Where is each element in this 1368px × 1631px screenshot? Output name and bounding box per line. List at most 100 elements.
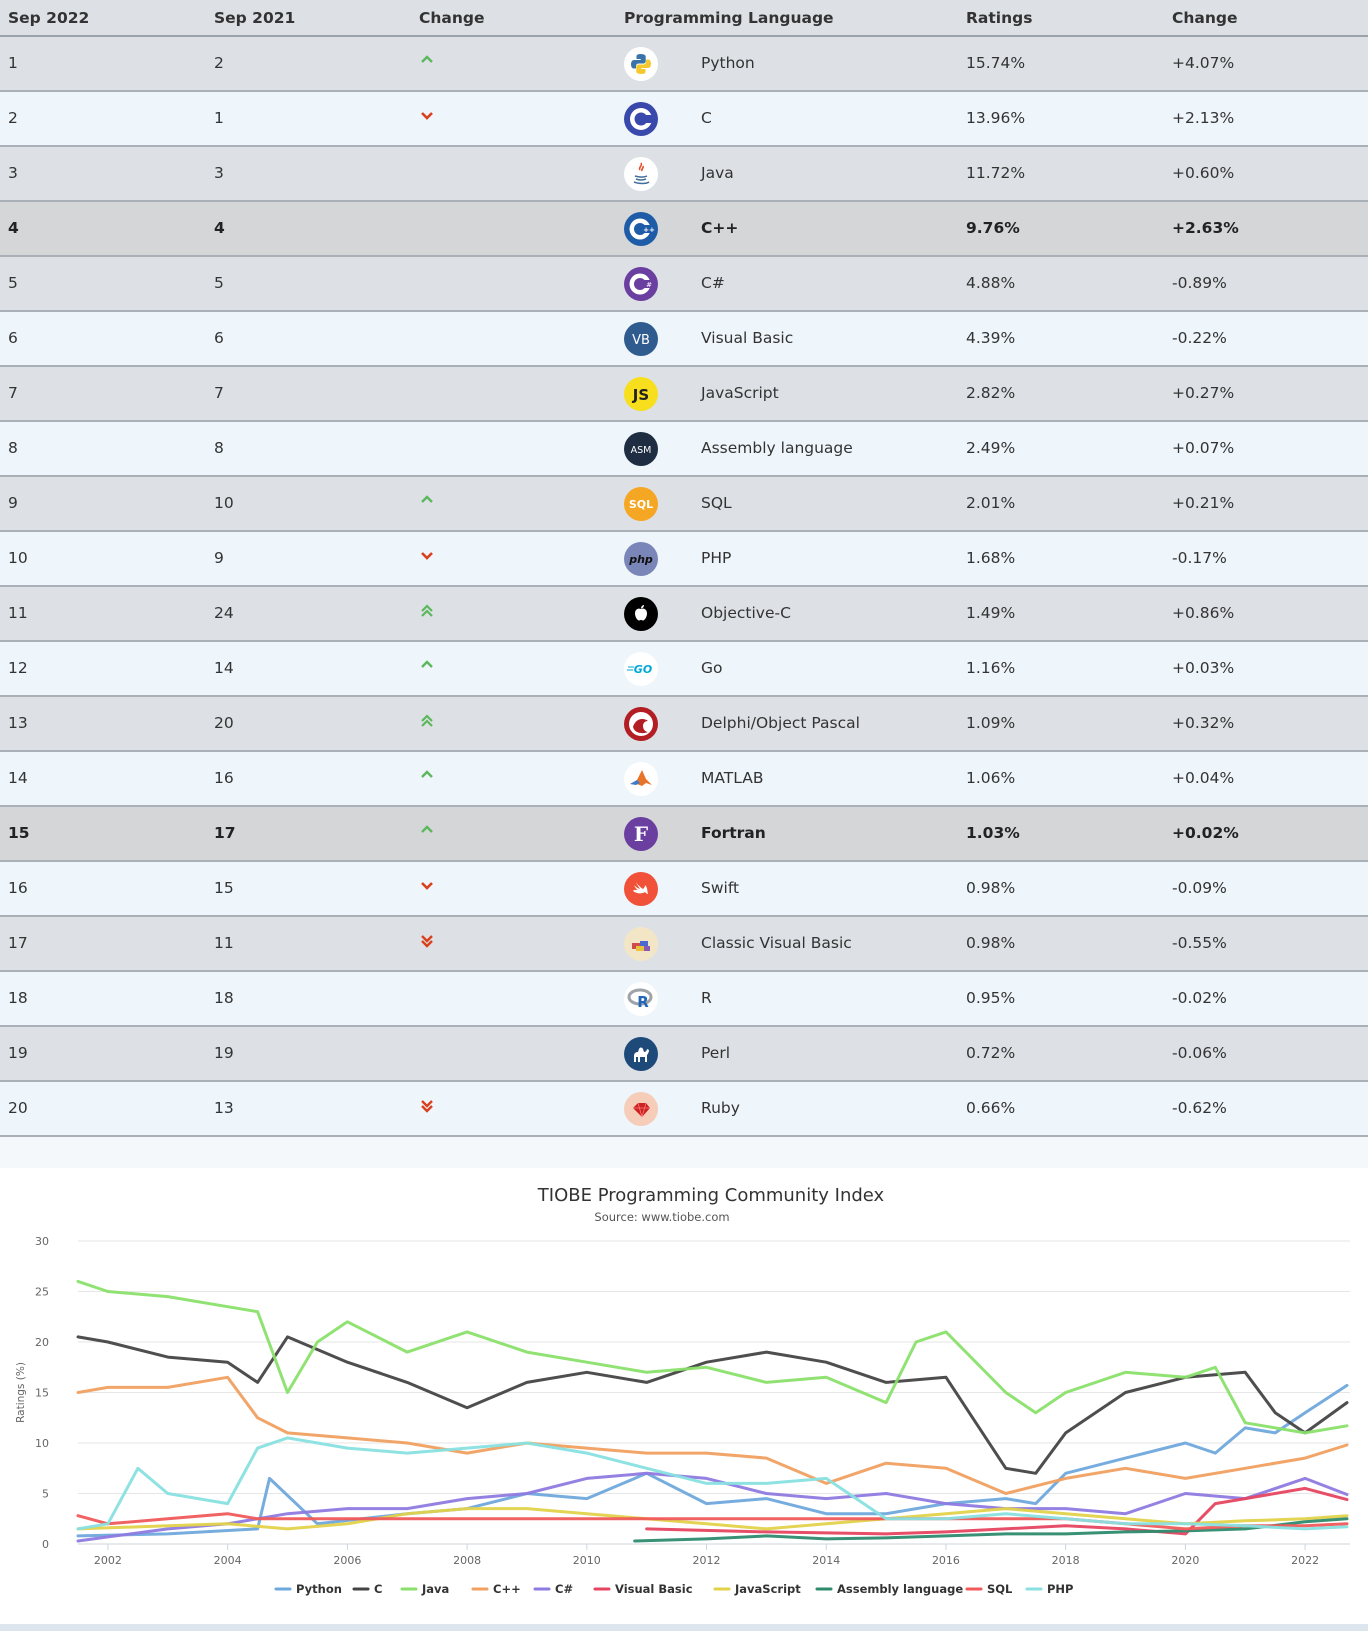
swift-logo-icon (624, 872, 658, 906)
rank-cell: 6 (8, 329, 18, 347)
matlab-logo-icon (624, 762, 658, 796)
bottom-bar (0, 1624, 1368, 1631)
language-name[interactable]: Fortran (701, 824, 766, 842)
series-line-assembly-language (633, 1517, 1349, 1543)
table-row: 9 10 SQL SQL 2.01% +0.21% (0, 477, 1368, 532)
language-name[interactable]: Perl (701, 1044, 731, 1062)
prev-rank-cell: 11 (214, 934, 234, 952)
table-row: 1 2 Python 15.74% +4.07% (0, 37, 1368, 92)
prev-rank-cell: 7 (214, 384, 224, 402)
prev-rank-cell: 17 (214, 824, 236, 842)
legend-item: PHP (1047, 1582, 1073, 1596)
table-row: 14 16 MATLAB 1.06% +0.04% (0, 752, 1368, 807)
prev-rank-cell: 15 (214, 879, 234, 897)
legend-item: Java (421, 1582, 449, 1596)
change-cell: +0.60% (1172, 164, 1235, 182)
ruby-logo-icon (624, 1092, 658, 1126)
language-name[interactable]: JavaScript (701, 384, 779, 402)
language-name[interactable]: Assembly language (701, 439, 853, 457)
x-tick-label: 2022 (1291, 1554, 1319, 1567)
ranking-table: Sep 2022 Sep 2021 Change Programming Lan… (0, 0, 1368, 1137)
change-cell: -0.02% (1172, 989, 1227, 1007)
legend-item: C# (555, 1582, 573, 1596)
rank-cell: 19 (8, 1044, 28, 1062)
table-row: 18 18 R R 0.95% -0.02% (0, 972, 1368, 1027)
change-cell: +2.13% (1172, 109, 1235, 127)
chart-title: TIOBE Programming Community Index (537, 1185, 885, 1206)
header-ratings: Ratings (966, 9, 1033, 27)
svg-text:php: php (628, 553, 653, 566)
rank-cell: 4 (8, 219, 19, 237)
table-row: 10 9 php PHP 1.68% -0.17% (0, 532, 1368, 587)
rank-cell: 17 (8, 934, 28, 952)
perl-logo-icon (624, 1037, 658, 1071)
language-name[interactable]: PHP (701, 549, 732, 567)
language-name[interactable]: Delphi/Object Pascal (701, 714, 860, 732)
language-name[interactable]: Visual Basic (701, 329, 794, 347)
language-name[interactable]: Java (701, 164, 734, 182)
rank-cell: 1 (8, 54, 18, 72)
change-cell: +0.21% (1172, 494, 1235, 512)
rank-cell: 14 (8, 769, 28, 787)
change-cell: -0.62% (1172, 1099, 1227, 1117)
language-name[interactable]: C++ (701, 219, 739, 237)
change-cell: -0.17% (1172, 549, 1227, 567)
x-tick-label: 2018 (1052, 1554, 1080, 1567)
trend-up-icon (419, 823, 435, 841)
header-sep-2022: Sep 2022 (8, 9, 90, 27)
x-tick-label: 2008 (453, 1554, 481, 1567)
change-cell: +0.03% (1172, 659, 1235, 677)
language-name[interactable]: C (701, 109, 712, 127)
table-row: 15 17 F Fortran 1.03% +0.02% (0, 807, 1368, 862)
series-line-php (76, 1436, 1349, 1531)
y-axis-label: Ratings (%) (15, 1362, 27, 1423)
rating-cell: 4.39% (966, 329, 1016, 347)
language-name[interactable]: Python (701, 54, 755, 72)
rating-cell: 1.03% (966, 824, 1020, 842)
svg-text:SQL: SQL (629, 498, 653, 511)
language-name[interactable]: Swift (701, 879, 740, 897)
legend-item: JavaScript (734, 1582, 801, 1596)
sql-logo-icon: SQL (624, 487, 658, 521)
rating-cell: 2.01% (966, 494, 1016, 512)
trend-down-icon (419, 548, 435, 566)
x-tick-label: 2020 (1171, 1554, 1199, 1567)
prev-rank-cell: 6 (214, 329, 224, 347)
change-cell: +0.07% (1172, 439, 1235, 457)
change-cell: +0.32% (1172, 714, 1235, 732)
table-row: 20 13 Ruby 0.66% -0.62% (0, 1082, 1368, 1137)
language-name[interactable]: SQL (701, 494, 732, 512)
change-cell: -0.22% (1172, 329, 1227, 347)
y-tick-label: 30 (35, 1235, 49, 1248)
apple-logo-icon (624, 597, 658, 631)
header-language: Programming Language (624, 9, 834, 27)
language-name[interactable]: MATLAB (701, 769, 764, 787)
language-name[interactable]: Ruby (701, 1099, 740, 1117)
language-name[interactable]: Go (701, 659, 723, 677)
language-name[interactable]: Classic Visual Basic (701, 934, 852, 952)
php-logo-icon: php (624, 542, 658, 576)
classic-vb-logo-icon (624, 927, 658, 961)
svg-text:++: ++ (643, 226, 655, 234)
trend-down2-icon (419, 1098, 435, 1118)
prev-rank-cell: 4 (214, 219, 225, 237)
python-logo-icon (624, 47, 658, 81)
language-name[interactable]: C# (701, 274, 725, 292)
language-name[interactable]: R (701, 989, 712, 1007)
language-name[interactable]: Objective-C (701, 604, 791, 622)
svg-text:GO: GO (634, 663, 652, 676)
vb-logo-icon: VB (624, 322, 658, 356)
rating-cell: 15.74% (966, 54, 1026, 72)
change-cell: +4.07% (1172, 54, 1235, 72)
series-line-c (76, 1335, 1349, 1475)
rating-cell: 0.95% (966, 989, 1016, 1007)
go-logo-icon: GO (624, 652, 658, 686)
rating-cell: 1.68% (966, 549, 1016, 567)
delphi-logo-icon (624, 707, 658, 741)
y-tick-label: 25 (35, 1286, 49, 1299)
y-tick-label: 20 (35, 1336, 49, 1349)
rating-cell: 9.76% (966, 219, 1020, 237)
rating-cell: 0.98% (966, 879, 1016, 897)
table-row: 4 4 ++ C++ 9.76% +2.63% (0, 202, 1368, 257)
table-header: Sep 2022 Sep 2021 Change Programming Lan… (0, 0, 1368, 37)
